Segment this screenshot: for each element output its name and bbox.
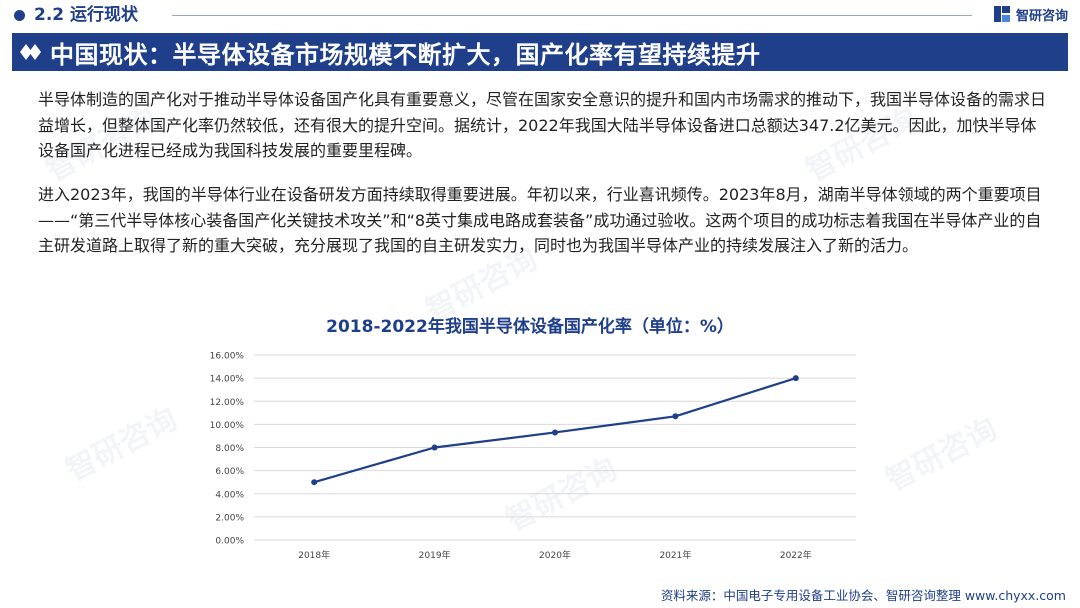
data-point: [792, 375, 799, 382]
source-note: 资料来源：中国电子专用设备工业协会、智研咨询整理 www.chyxx.com: [660, 588, 1066, 603]
y-tick-label: 10.00%: [210, 421, 245, 431]
y-tick-label: 14.00%: [210, 375, 245, 385]
title-banner: 中国现状：半导体设备市场规模不断扩大，国产化率有望持续提升: [12, 33, 1068, 71]
y-tick-label: 4.00%: [215, 490, 244, 500]
double-diamond-icon: [20, 44, 41, 60]
y-tick-label: 0.00%: [215, 537, 244, 547]
paragraph-1: 半导体制造的国产化对于推动半导体设备国产化具有重要意义，尽管在国家安全意识的提升…: [38, 90, 1047, 160]
data-point: [311, 479, 318, 486]
y-tick-label: 2.00%: [215, 513, 244, 523]
data-point: [672, 413, 679, 420]
line-chart: 0.00% 2.00% 4.00% 6.00% 8.00% 10.00% 12.00% 14.…: [210, 352, 856, 561]
x-tick-label: 2021年: [659, 549, 691, 561]
y-tick-label: 16.00%: [210, 352, 245, 362]
x-tick-label: 2020年: [539, 549, 571, 561]
section-label: 2.2 运行现状: [34, 5, 139, 25]
brand: 智研咨询: [992, 4, 1068, 24]
top-header: 2.2 运行现状 智研咨询: [0, 0, 1080, 32]
data-point: [431, 444, 438, 451]
y-tick-label: 12.00%: [210, 398, 245, 408]
brand-name: 智研咨询: [1015, 8, 1068, 24]
bullet-dot-icon: [14, 10, 25, 21]
x-tick-label: 2019年: [419, 549, 451, 561]
y-tick-label: 8.00%: [215, 444, 244, 454]
x-tick-label: 2018年: [298, 549, 330, 561]
chart-title: 2018-2022年我国半导体设备国产化率（单位：%）: [326, 317, 734, 337]
header-divider: [172, 15, 972, 16]
paragraph-2: 进入2023年，我国的半导体行业在设备研发方面持续取得重要进展。年初以来，行业喜…: [38, 185, 1042, 255]
x-tick-label: 2022年: [780, 549, 812, 561]
y-tick-label: 6.00%: [215, 467, 244, 477]
brand-logo-icon: [993, 6, 1010, 22]
page-title: 中国现状：半导体设备市场规模不断扩大，国产化率有望持续提升: [50, 40, 761, 69]
data-point: [552, 429, 558, 436]
